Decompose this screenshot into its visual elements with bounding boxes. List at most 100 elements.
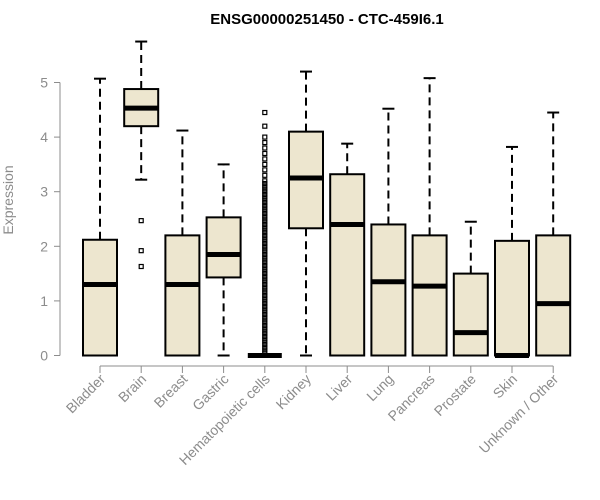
outlier-point xyxy=(262,279,268,285)
outlier-point xyxy=(262,230,268,236)
outlier-point xyxy=(138,248,144,254)
outlier-point xyxy=(262,243,268,249)
box-rect xyxy=(535,234,572,357)
outlier-point xyxy=(262,254,268,260)
outlier-point xyxy=(262,167,268,173)
outlier-point xyxy=(262,306,268,312)
y-tick-label: 3 xyxy=(40,184,48,200)
outlier-point xyxy=(262,109,268,116)
outlier-point xyxy=(262,216,268,222)
y-tick-label: 5 xyxy=(40,75,48,91)
outlier-point xyxy=(262,301,268,307)
outlier-point xyxy=(262,292,268,299)
x-tick-label: Prostate xyxy=(431,371,479,419)
box-rect xyxy=(452,272,489,357)
y-tick-label: 2 xyxy=(40,238,48,254)
box-rect xyxy=(494,239,530,357)
outlier-point xyxy=(262,178,268,184)
outlier-point xyxy=(262,210,268,217)
outlier-point xyxy=(262,145,268,151)
box-kidney xyxy=(288,70,324,357)
box-lung xyxy=(370,107,407,357)
y-tick-label: 4 xyxy=(40,129,48,145)
outlier-point xyxy=(262,172,268,178)
outlier-point xyxy=(262,265,268,271)
box-skin xyxy=(494,145,530,358)
outlier-point xyxy=(262,295,268,301)
outlier-point xyxy=(262,320,268,326)
box-gastric xyxy=(205,163,242,357)
outlier-point xyxy=(262,317,268,323)
outlier-point xyxy=(262,180,268,187)
outlier-point xyxy=(262,271,268,277)
outlier-point xyxy=(262,139,268,146)
outlier-point xyxy=(262,322,268,329)
outlier-point xyxy=(262,189,268,195)
outlier-point xyxy=(262,213,268,219)
outlier-point xyxy=(262,331,268,337)
box-rect xyxy=(82,238,118,357)
outlier-point xyxy=(262,336,268,342)
outlier-point xyxy=(262,227,268,233)
outlier-point xyxy=(262,325,268,331)
outlier-point xyxy=(262,273,268,279)
x-tick-label: Kidney xyxy=(273,371,315,413)
box-rect xyxy=(370,223,407,357)
x-tick-label: Lung xyxy=(363,371,396,404)
box-rect xyxy=(411,234,448,357)
y-tick-label: 0 xyxy=(40,348,48,364)
outlier-point xyxy=(262,347,268,353)
outlier-point xyxy=(262,276,268,282)
outlier-point xyxy=(262,287,268,293)
outlier-point xyxy=(262,260,268,266)
outlier-point xyxy=(262,311,268,318)
x-tick-label: Breast xyxy=(151,371,191,411)
outlier-point xyxy=(262,200,268,206)
outlier-point xyxy=(262,257,268,263)
boxes-layer xyxy=(82,40,572,358)
y-axis: 0 1 2 3 4 5 xyxy=(40,75,61,364)
box-breast xyxy=(164,129,201,357)
outlier-point xyxy=(262,328,268,334)
outlier-point xyxy=(262,284,268,290)
outlier-point xyxy=(262,221,268,228)
outlier-point xyxy=(262,161,268,167)
outlier-point xyxy=(262,251,268,258)
outlier-point xyxy=(138,218,144,224)
box-pancreas xyxy=(411,77,448,357)
outlier-point xyxy=(262,186,268,192)
box-prostate xyxy=(452,220,489,357)
outlier-point xyxy=(262,156,268,162)
box-brain xyxy=(123,40,160,270)
outlier-point xyxy=(262,344,268,350)
box-unknown-other xyxy=(535,111,572,357)
outlier-point xyxy=(262,303,268,309)
outlier-point xyxy=(262,194,268,200)
outlier-point xyxy=(262,281,268,288)
outlier-point xyxy=(262,202,268,208)
outlier-point xyxy=(262,205,268,211)
outlier-point xyxy=(262,249,268,255)
outlier-point xyxy=(262,232,268,238)
x-tick-label: Skin xyxy=(490,371,521,402)
outlier-point xyxy=(262,238,268,244)
box-bladder xyxy=(82,77,118,357)
outlier-point xyxy=(262,333,268,339)
box-liver xyxy=(329,142,366,357)
outlier-point xyxy=(262,262,268,269)
outlier-point xyxy=(262,134,268,140)
y-axis-label: Expression xyxy=(0,165,16,234)
outlier-point xyxy=(262,246,268,252)
outlier-point xyxy=(262,208,268,214)
box-rect xyxy=(164,234,201,357)
outlier-point xyxy=(262,235,268,241)
outlier-point xyxy=(262,309,268,315)
outlier-point xyxy=(262,183,268,189)
y-tick-label: 1 xyxy=(40,293,48,309)
outlier-point xyxy=(138,263,144,270)
x-tick-label: Liver xyxy=(323,371,356,404)
box-rect xyxy=(205,216,242,279)
outlier-point xyxy=(262,314,268,320)
x-tick-label: Brain xyxy=(115,371,149,405)
